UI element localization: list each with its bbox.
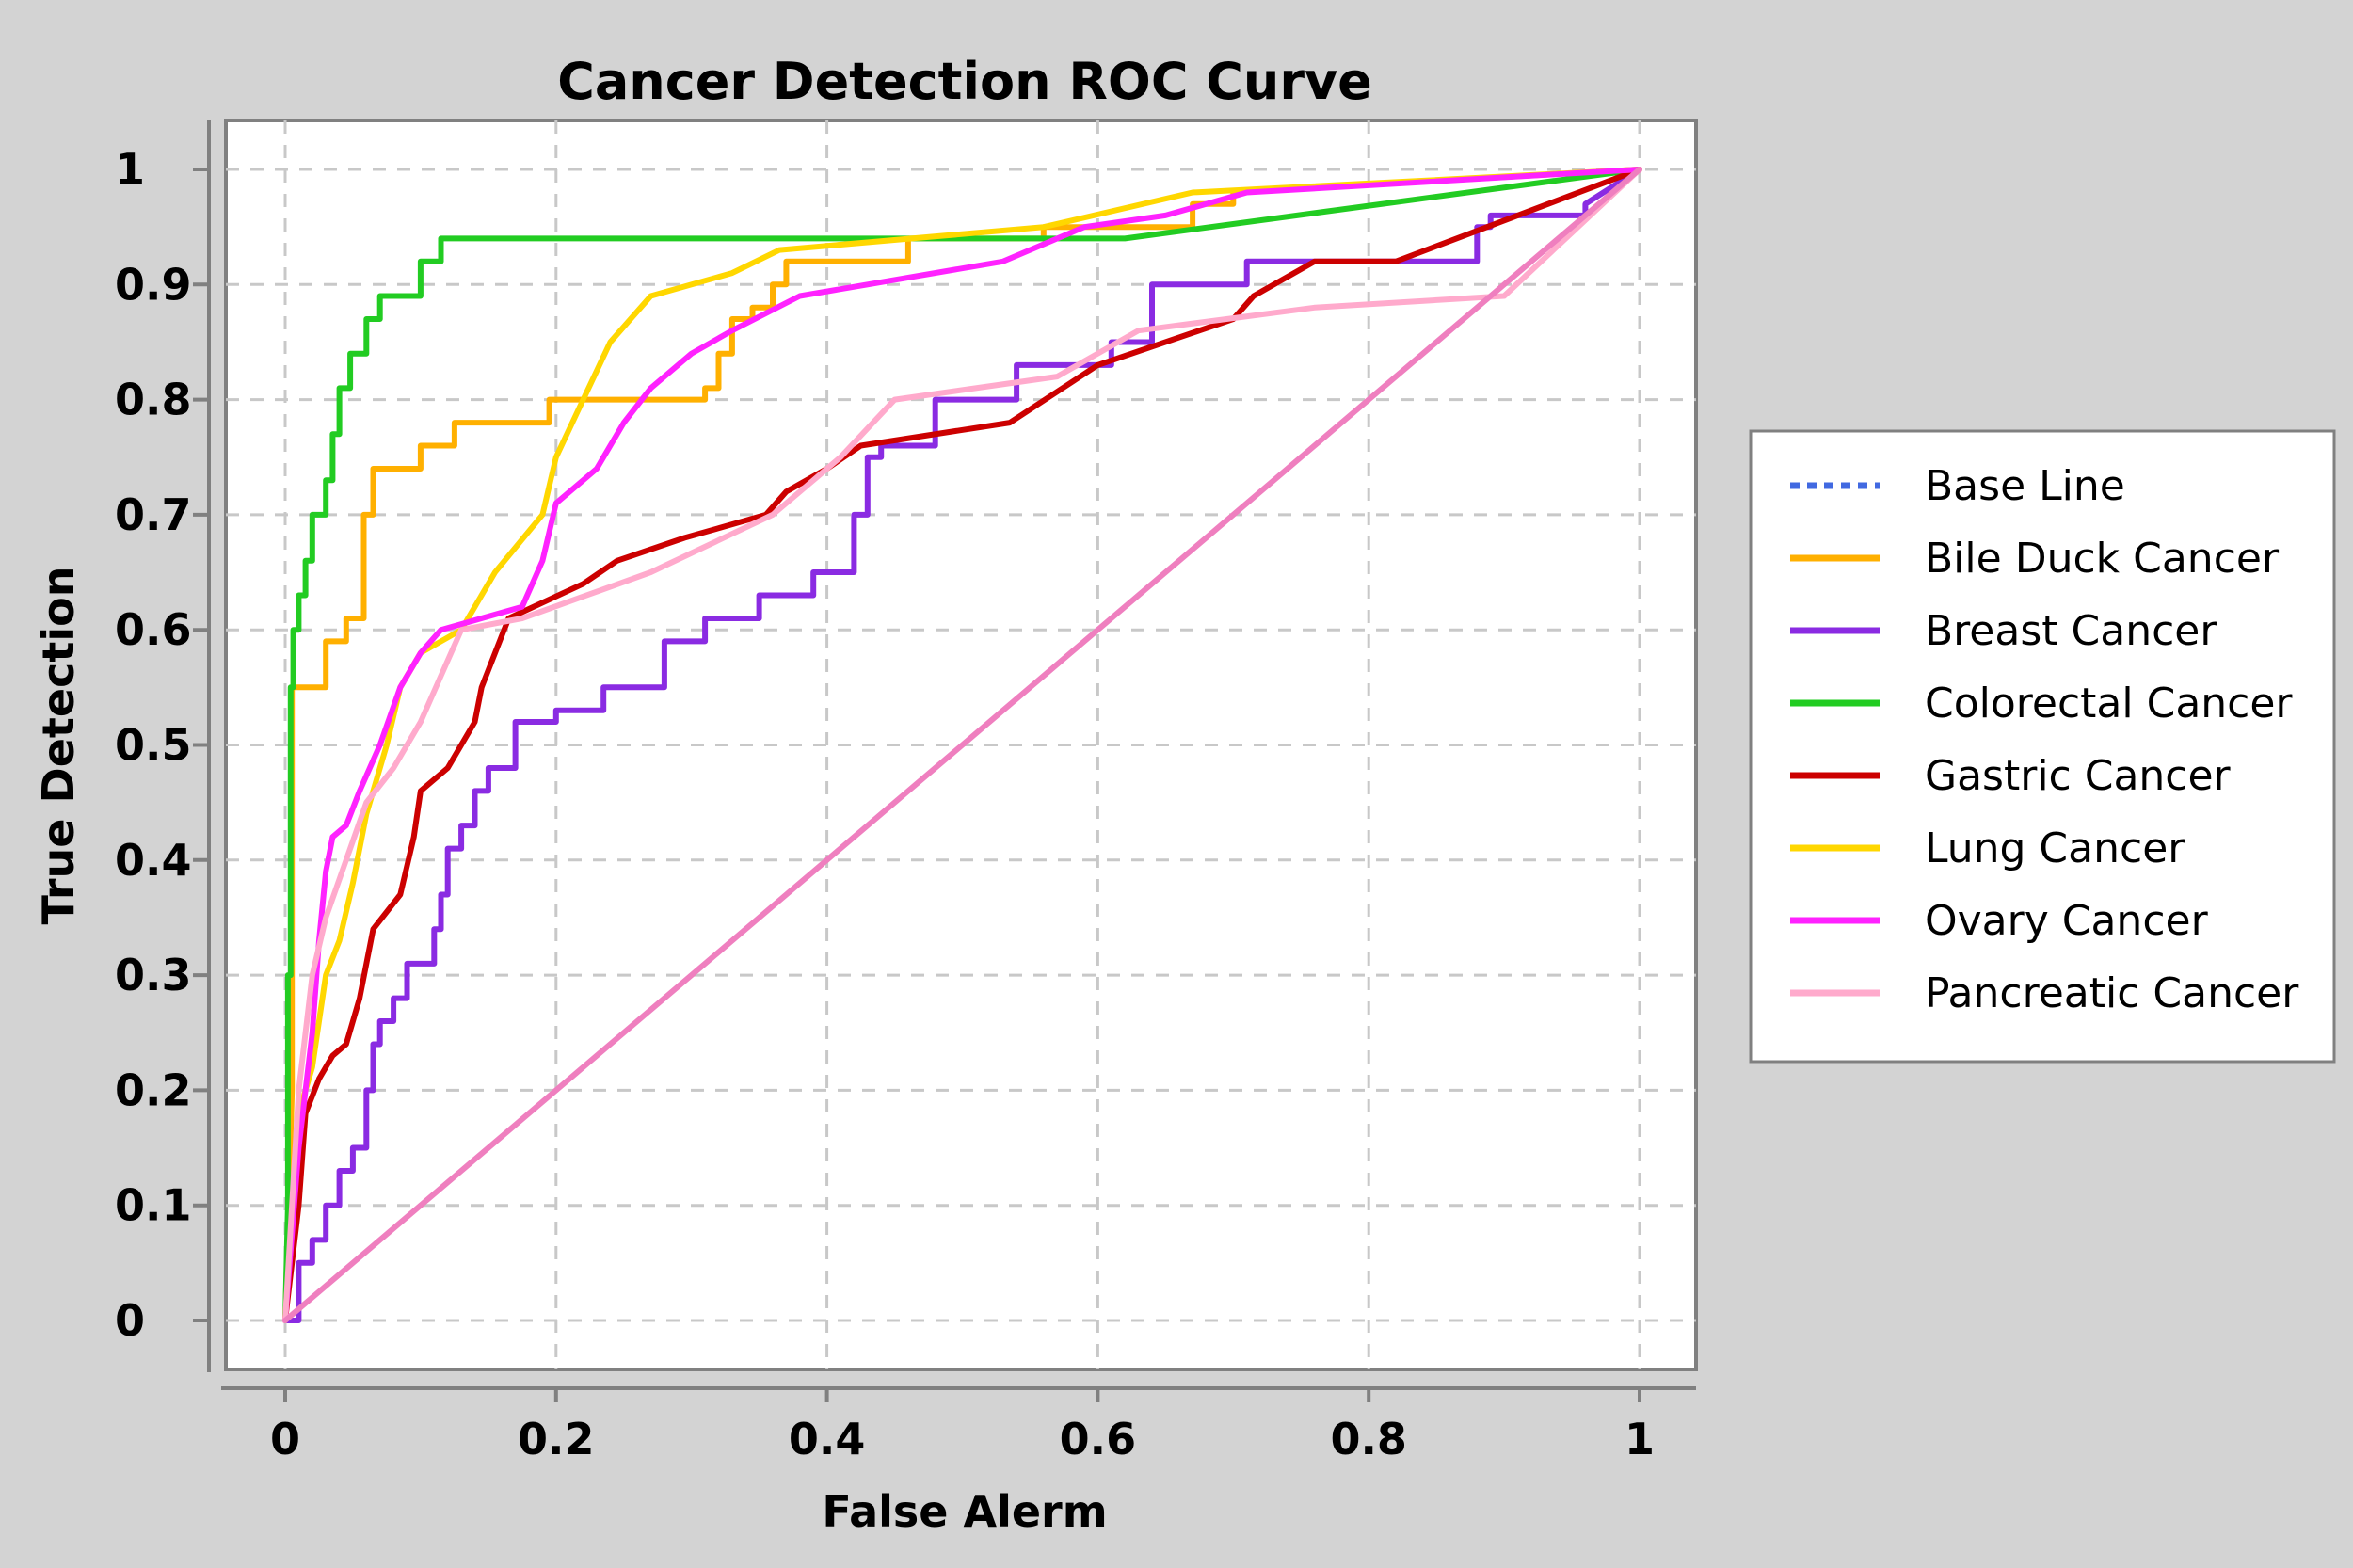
series-line-diagonal [282, 167, 1642, 1323]
series-line-lung-cancer [282, 167, 1642, 1323]
legend-label-ovary-cancer: Ovary Cancer [1925, 897, 2209, 945]
y-tick-label: 0 [115, 1295, 145, 1346]
legend-label-colorectal-cancer: Colorectal Cancer [1925, 680, 2293, 728]
legend-label-gastric-cancer: Gastric Cancer [1925, 752, 2232, 800]
x-tick-label: 0.2 [518, 1414, 595, 1464]
y-tick-label: 1 [115, 144, 145, 195]
legend-label-pancreatic-cancer: Pancreatic Cancer [1925, 969, 2299, 1017]
series-lines [282, 167, 1642, 1323]
axes: 0 0.2 0.4 0.6 0.8 1 0 0.1 0.2 0.3 0.4 0.5 0.6 0.7 0.8 0… [115, 120, 1696, 1464]
series-line-colorectal-cancer [282, 167, 1642, 1323]
y-tick-label: 0.5 [115, 720, 192, 771]
legend-label-base-line: Base Line [1925, 462, 2125, 510]
series-line-breast-cancer [282, 167, 1642, 1323]
x-tick-label: 0 [270, 1414, 300, 1464]
y-tick-label: 0.7 [115, 489, 192, 540]
legend-label-breast-cancer: Breast Cancer [1925, 607, 2217, 655]
y-tick-label: 0.4 [115, 835, 192, 886]
y-tick-label: 0.6 [115, 604, 192, 655]
x-tick-label: 0.8 [1330, 1414, 1407, 1464]
legend: Base Line Bile Duck Cancer Breast Cancer Co… [1749, 429, 2336, 1064]
chart-title: Cancer Detection ROC Curve [557, 52, 1372, 111]
legend-label-bile-duck-cancer: Bile Duck Cancer [1925, 535, 2280, 583]
y-tick-label: 0.3 [115, 950, 192, 1000]
y-tick-label: 0.1 [115, 1180, 192, 1231]
y-tick-label: 0.9 [115, 259, 192, 310]
x-tick-label: 0.6 [1060, 1414, 1137, 1464]
x-tick-label: 1 [1625, 1414, 1655, 1464]
x-axis-label: False Alerm [822, 1486, 1107, 1537]
series-line-pancreatic-cancer [282, 167, 1642, 1323]
series-line-ovary-cancer [282, 167, 1642, 1323]
legend-label-lung-cancer: Lung Cancer [1925, 824, 2185, 872]
y-tick-label: 0.8 [115, 375, 192, 425]
y-tick-label: 0.2 [115, 1064, 192, 1115]
y-axis-label: True Detection [33, 567, 84, 925]
legend-box [1749, 429, 2336, 1064]
x-tick-label: 0.4 [789, 1414, 866, 1464]
